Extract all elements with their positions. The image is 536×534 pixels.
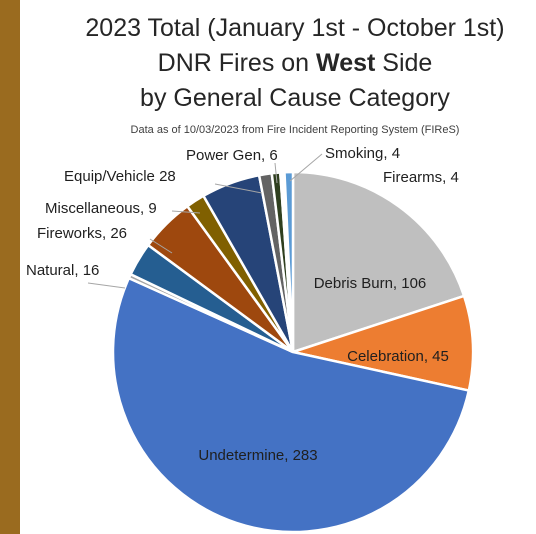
leader-line-power-gen xyxy=(274,162,278,184)
label-leader-lines xyxy=(87,153,323,289)
title-part-suffix: Side xyxy=(375,49,432,77)
title-part-bold: West xyxy=(316,49,376,77)
pie-slices xyxy=(111,170,475,534)
slice-label-firearms: Firearms, 4 xyxy=(383,169,459,186)
leader-line-fireworks xyxy=(149,238,173,254)
slice-label-power-gen: Power Gen, 6 xyxy=(186,147,278,164)
chart-title-line-2: DNR Fires on West Side xyxy=(158,49,433,77)
slice-label-smoking: Smoking, 4 xyxy=(325,145,400,162)
chart-title-line-3: by General Cause Category xyxy=(140,84,450,112)
leader-line-smoking xyxy=(289,153,323,182)
leader-line-equip-vehicle xyxy=(214,183,263,194)
pie-slice-undetermine xyxy=(111,276,471,534)
slice-label-undetermine: Undetermine, 283 xyxy=(198,447,317,464)
slice-label-fireworks: Fireworks, 26 xyxy=(37,225,127,242)
pie-slice-debris-burn xyxy=(291,170,466,354)
pie-slice-firearms xyxy=(283,170,295,353)
slice-labels: Debris Burn, 106 Celebration, 45 Undetermi… xyxy=(26,145,459,464)
slice-label-miscellaneous: Miscellaneous, 9 xyxy=(45,200,157,217)
pie-slice-celebration xyxy=(288,294,475,393)
chart-title-line-1: 2023 Total (January 1st - October 1st) xyxy=(85,14,504,42)
slice-label-celebration: Celebration, 45 xyxy=(347,348,449,365)
title-part-prefix: DNR Fires on xyxy=(158,49,316,77)
chart-subtitle: Data as of 10/03/2023 from Fire Incident… xyxy=(131,124,460,136)
leader-line-natural xyxy=(87,282,126,289)
slice-label-equip-vehicle: Equip/Vehicle 28 xyxy=(64,168,176,185)
leader-line-miscellaneous xyxy=(171,210,201,214)
slice-label-debris-burn: Debris Burn, 106 xyxy=(314,275,427,292)
slice-label-natural: Natural, 16 xyxy=(26,262,99,279)
